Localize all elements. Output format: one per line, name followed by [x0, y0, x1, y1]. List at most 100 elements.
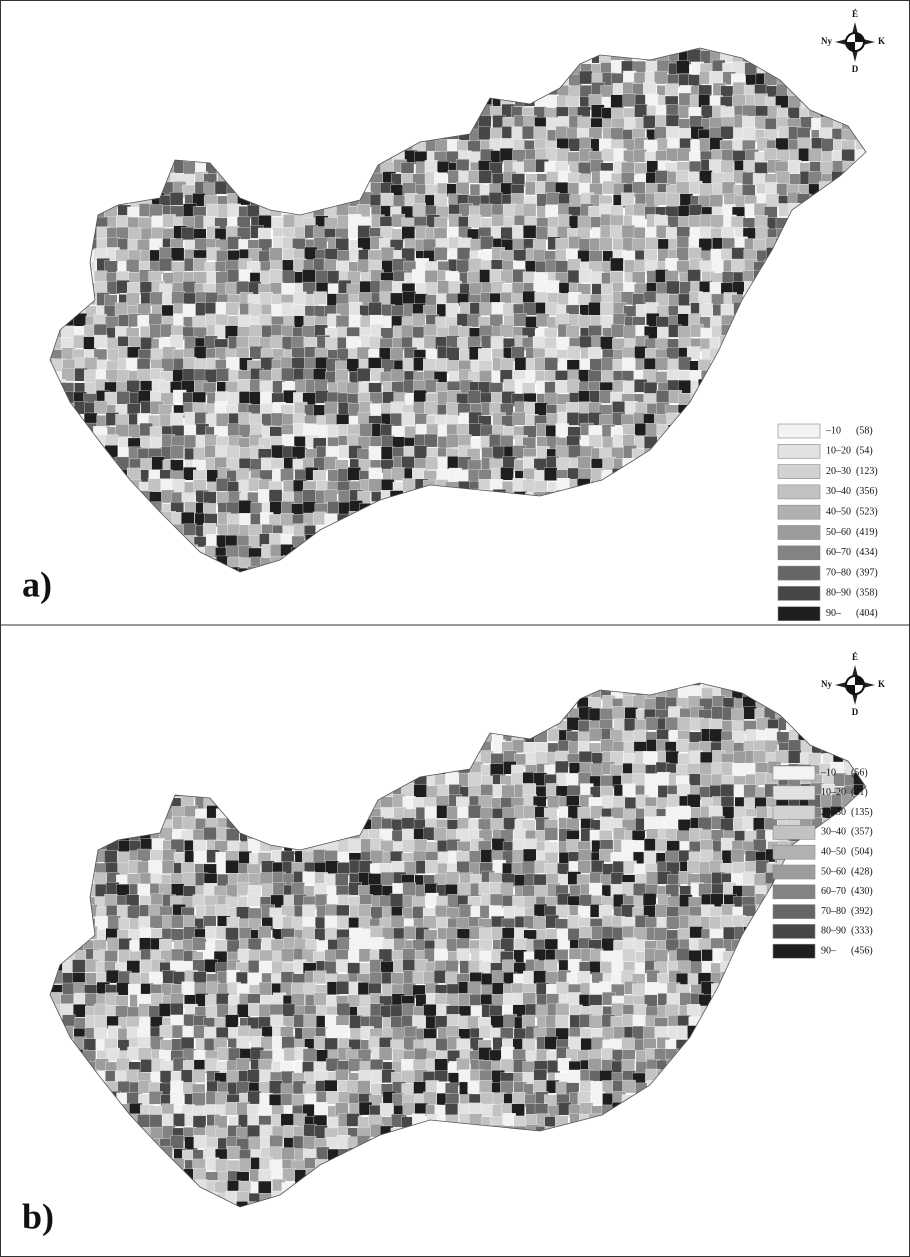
legend-swatch	[777, 586, 821, 601]
municipality	[676, 60, 690, 74]
municipality	[499, 147, 514, 162]
municipality	[216, 413, 230, 427]
municipality	[588, 727, 603, 742]
municipality	[137, 368, 151, 383]
municipality	[512, 412, 526, 426]
municipality	[776, 171, 790, 185]
municipality	[347, 467, 361, 481]
municipality	[765, 193, 779, 208]
municipality	[479, 370, 493, 384]
municipality	[764, 117, 779, 132]
municipality	[181, 227, 195, 241]
municipality	[743, 784, 757, 799]
municipality	[423, 335, 438, 349]
municipality	[281, 367, 295, 382]
municipality	[600, 336, 614, 350]
municipality	[709, 785, 723, 799]
legend-range: 10–20	[826, 446, 851, 457]
municipality	[467, 772, 482, 786]
municipality	[534, 402, 548, 416]
municipality	[709, 194, 724, 208]
municipality	[677, 819, 692, 833]
municipality	[555, 379, 569, 394]
municipality	[657, 771, 671, 786]
municipality	[401, 412, 415, 426]
municipality	[480, 235, 494, 250]
municipality	[379, 280, 394, 294]
legend-range: 70–80	[826, 567, 851, 578]
municipality	[720, 784, 735, 798]
municipality	[455, 469, 470, 484]
municipality	[270, 412, 285, 427]
municipality	[623, 325, 637, 339]
municipality	[577, 116, 591, 130]
municipality	[577, 456, 591, 470]
municipality	[401, 817, 416, 831]
municipality	[742, 116, 756, 130]
municipality	[170, 445, 184, 459]
municipality	[555, 760, 569, 775]
municipality	[126, 258, 140, 273]
municipality	[601, 148, 616, 162]
municipality	[323, 489, 338, 503]
legend-swatch	[777, 606, 821, 622]
municipality	[479, 203, 493, 218]
municipality	[612, 795, 627, 810]
municipality	[206, 203, 220, 218]
municipality	[566, 412, 581, 426]
panel-label: a)	[22, 564, 52, 604]
municipality	[731, 258, 745, 273]
municipality	[720, 126, 734, 140]
legend-swatch	[777, 423, 821, 439]
municipality	[567, 346, 581, 360]
municipality	[413, 389, 427, 404]
municipality	[654, 126, 668, 140]
municipality	[303, 423, 317, 437]
municipality	[500, 358, 514, 372]
municipality	[533, 126, 547, 140]
municipality	[227, 269, 241, 283]
municipality	[513, 313, 527, 327]
municipality	[655, 357, 669, 371]
legend-range: 80–90	[826, 588, 851, 599]
municipality	[413, 445, 428, 459]
municipality	[389, 347, 404, 361]
municipality	[643, 381, 658, 396]
municipality	[148, 313, 163, 327]
municipality	[731, 247, 745, 261]
municipality	[523, 158, 537, 173]
legend-swatch	[777, 464, 821, 479]
municipality	[600, 739, 614, 753]
municipality	[677, 717, 691, 731]
municipality	[666, 126, 680, 140]
municipality	[302, 489, 316, 503]
municipality	[787, 160, 802, 174]
municipality	[313, 291, 327, 305]
municipality	[841, 149, 855, 163]
municipality	[522, 125, 536, 140]
municipality	[503, 379, 517, 393]
municipality	[676, 247, 690, 261]
municipality	[644, 816, 658, 830]
municipality	[622, 93, 636, 107]
municipality	[808, 148, 822, 162]
municipality	[116, 215, 130, 229]
municipality	[356, 346, 371, 361]
municipality	[588, 302, 602, 316]
municipality	[566, 717, 581, 731]
municipality	[468, 423, 483, 437]
municipality	[424, 401, 438, 415]
municipality	[600, 302, 614, 316]
municipality	[249, 346, 263, 360]
municipality	[312, 511, 327, 526]
municipality	[555, 260, 569, 274]
municipality	[688, 215, 702, 229]
municipality	[788, 750, 802, 764]
municipality	[225, 828, 240, 843]
municipality	[491, 302, 505, 316]
municipality	[402, 291, 417, 305]
municipality	[170, 247, 185, 261]
municipality	[412, 313, 426, 327]
municipality	[445, 772, 459, 786]
municipality	[643, 82, 657, 96]
